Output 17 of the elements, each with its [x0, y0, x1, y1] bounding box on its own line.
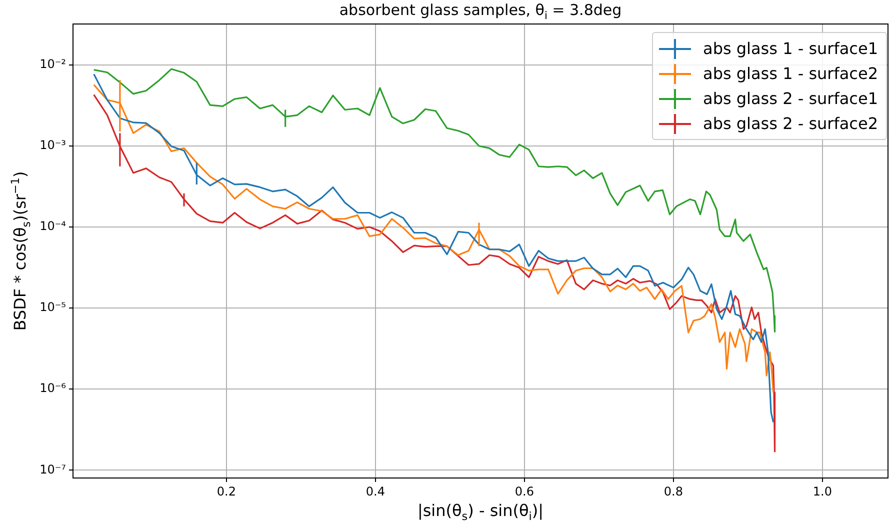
x-tick-label: 0.4 — [366, 484, 386, 498]
legend-label: abs glass 2 - surface1 — [703, 89, 878, 108]
legend-label: abs glass 2 - surface2 — [703, 114, 878, 133]
y-tick-label: 10⁻⁷ — [40, 462, 66, 476]
y-tick-label: 10⁻⁶ — [40, 381, 66, 396]
chart-title: absorbent glass samples, θ$_{i}$ = 3.8deg — [338, 1, 623, 22]
legend-label: abs glass 1 - surface2 — [703, 64, 878, 83]
x-tick-label: 0.8 — [664, 484, 683, 498]
y-tick-label: 10⁻² — [40, 57, 66, 72]
x-tick-label: 0.2 — [216, 484, 236, 498]
y-tick-label: 10⁻⁵ — [40, 300, 66, 314]
legend-label: abs glass 1 - surface1 — [703, 39, 878, 58]
x-tick-label: 0.6 — [514, 484, 534, 498]
x-axis-title: |sin(θ$_{s}$) - sin(θ$_{i}$)| — [416, 501, 545, 524]
y-tick-label: 10⁻³ — [40, 138, 66, 152]
x-tick-label: 1.0 — [812, 484, 832, 498]
y-tick-label: 10⁻⁴ — [40, 219, 66, 234]
